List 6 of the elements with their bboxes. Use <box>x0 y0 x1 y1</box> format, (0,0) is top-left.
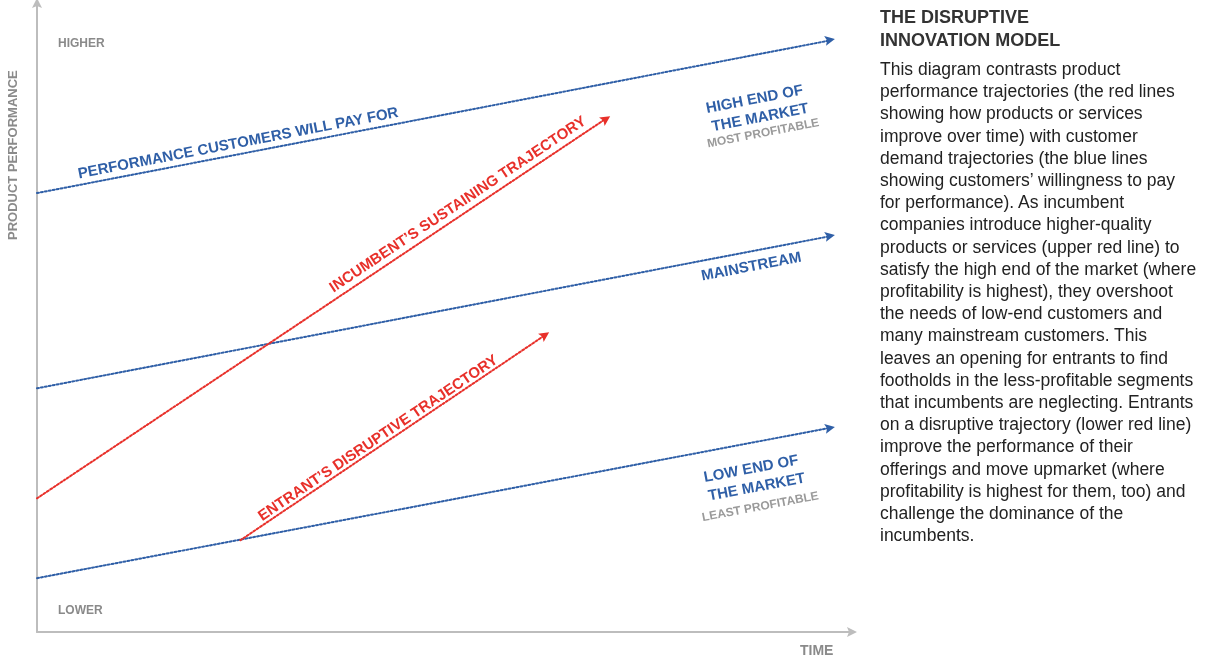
text: THE DISRUPTIVE INNOVATION MODEL <box>880 6 1062 52</box>
text: This diagram contrasts product performance trajectories (the red lines showing how products or services improve over time) with customer demand trajectories (the blue lines showing customers’ willingness to pay for performance). As incumbent companies introduce higher-quality products or services (upper red line) to satisfy the high end of the market (where profitability is highest), they overshoot the needs of low-end customers and many mainstream customers. This leaves an opening for entrants to find footholds in the less-profitable segments that incumbents are neglecting. Entrants on a disruptive trajectory (lower red line) improve the performance of their offerings and move upmarket (where profitability is highest for them, too) and challenge the dominance of the incumbents. <box>880 59 1197 546</box>
y-axis-title: PRODUCT PERFORMANCE <box>4 69 20 240</box>
annotation: LOWER <box>58 603 103 617</box>
annotation: HIGHER <box>58 36 105 50</box>
x-axis-title: TIME <box>800 642 834 658</box>
